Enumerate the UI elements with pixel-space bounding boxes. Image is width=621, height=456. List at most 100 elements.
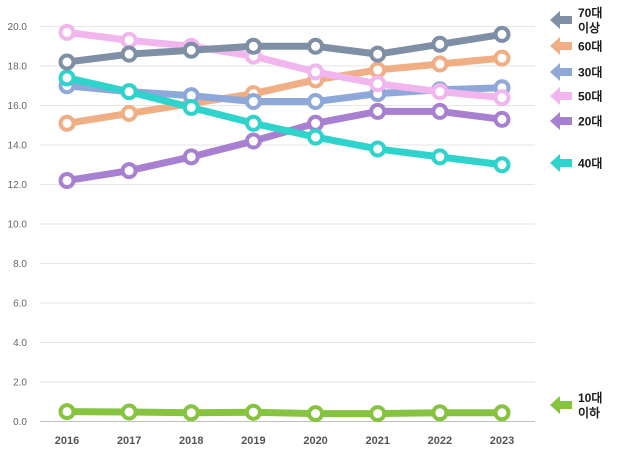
legend-label: 이상 — [578, 20, 600, 35]
data-point — [493, 49, 511, 67]
legend-label: 50대 — [578, 90, 602, 104]
legend-arrow-icon — [550, 154, 572, 172]
data-point — [58, 172, 76, 190]
x-tick-label: 2020 — [303, 435, 327, 447]
x-tick-label: 2019 — [241, 435, 265, 447]
data-point — [369, 102, 387, 120]
legend-arrow-icon — [550, 396, 572, 414]
series-s10 — [58, 403, 511, 423]
legend-arrow-icon — [550, 37, 572, 55]
x-tick-label: 2023 — [490, 435, 514, 447]
data-point — [369, 61, 387, 79]
data-point — [120, 403, 138, 421]
data-point — [307, 128, 325, 146]
data-point — [307, 63, 325, 81]
data-point — [369, 45, 387, 63]
y-tick-label: 4.0 — [13, 338, 27, 349]
legend-label: 40대 — [578, 157, 602, 171]
data-point — [307, 405, 325, 423]
x-tick-label: 2018 — [179, 435, 203, 447]
series-s70 — [58, 25, 511, 71]
data-point — [493, 110, 511, 128]
data-point — [431, 83, 449, 101]
data-point — [431, 102, 449, 120]
data-point — [182, 148, 200, 166]
series-s40 — [58, 69, 511, 174]
data-point — [431, 148, 449, 166]
legend-arrow-icon — [550, 11, 572, 29]
data-point — [307, 93, 325, 111]
y-tick-label: 10.0 — [8, 220, 28, 231]
data-point — [182, 98, 200, 116]
x-tick-label: 2022 — [428, 435, 452, 447]
legend-item-s60: 60대 — [550, 37, 602, 55]
legend-arrow-icon — [550, 87, 572, 105]
series-line — [63, 408, 506, 418]
data-point — [182, 404, 200, 422]
legend-item-s30: 30대 — [550, 63, 602, 81]
legend-arrow-icon — [550, 63, 572, 81]
data-point — [244, 93, 262, 111]
x-tick-label: 2016 — [55, 435, 79, 447]
data-point — [120, 104, 138, 122]
y-tick-label: 20.0 — [8, 22, 28, 33]
data-point — [369, 405, 387, 423]
x-axis: 2016 2017 2018 2019 2020 2021 2022 2023 — [55, 435, 514, 447]
data-point — [58, 403, 76, 421]
legend-label: 30대 — [578, 66, 602, 80]
data-point — [307, 37, 325, 55]
series-line — [63, 54, 506, 127]
y-tick-label: 18.0 — [8, 62, 28, 73]
series-line — [63, 30, 506, 66]
data-point — [182, 41, 200, 59]
legend-item-s50: 50대 — [550, 87, 602, 105]
legend-label: 70대 — [578, 6, 602, 20]
data-point — [58, 114, 76, 132]
y-tick-label: 8.0 — [13, 259, 27, 270]
series-line — [63, 74, 506, 169]
data-point — [369, 140, 387, 158]
data-point — [307, 114, 325, 132]
data-point — [58, 69, 76, 87]
legend-label: 이하 — [578, 405, 600, 420]
data-point — [120, 31, 138, 49]
data-point — [244, 132, 262, 150]
data-point — [244, 114, 262, 132]
data-point — [58, 53, 76, 71]
legend-item-s40: 40대 — [550, 154, 602, 172]
data-point — [431, 55, 449, 73]
x-tick-label: 2021 — [365, 435, 389, 447]
series-line — [63, 28, 506, 102]
data-point — [120, 45, 138, 63]
y-tick-label: 0.0 — [13, 417, 27, 428]
y-tick-label: 14.0 — [8, 141, 28, 152]
y-tick-label: 16.0 — [8, 101, 28, 112]
legend-label: 10대 — [578, 391, 602, 405]
y-axis: 0.0 2.0 4.0 6.0 8.0 10.0 12.0 14.0 16.0 18.0 20.0 — [8, 22, 28, 428]
legend-label: 20대 — [578, 115, 602, 129]
data-point — [120, 162, 138, 180]
data-point — [431, 35, 449, 53]
y-tick-label: 6.0 — [13, 299, 27, 310]
x-tick-label: 2017 — [117, 435, 141, 447]
data-point — [493, 404, 511, 422]
data-point — [244, 37, 262, 55]
data-point — [58, 23, 76, 41]
y-tick-label: 12.0 — [8, 180, 28, 191]
data-point — [244, 403, 262, 421]
data-point — [493, 156, 511, 174]
y-tick-label: 2.0 — [13, 378, 27, 389]
legend-label: 60대 — [578, 40, 602, 54]
data-point — [431, 404, 449, 422]
data-point — [369, 75, 387, 93]
legend-item-s20: 20대 — [550, 112, 602, 130]
plot-area — [58, 23, 511, 423]
legend-arrow-icon — [550, 112, 572, 130]
data-point — [493, 89, 511, 107]
data-point — [493, 25, 511, 43]
